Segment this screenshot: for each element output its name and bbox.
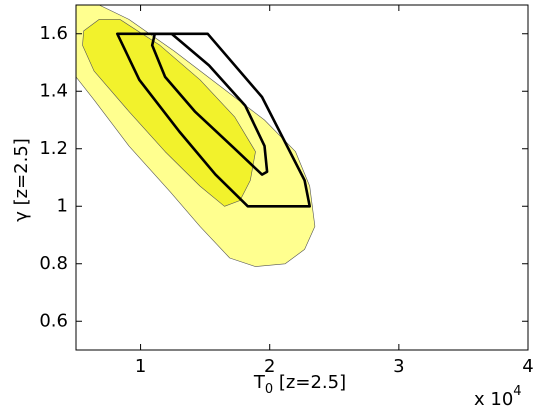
contour-line [150, 32, 269, 176]
x-multiplier-exponent: 4 [513, 384, 521, 399]
y-tick-label: 1.4 [39, 80, 68, 101]
axes-frame [75, 4, 529, 351]
y-tick-label: 0.6 [39, 310, 68, 331]
x-multiplier: x 104 [474, 384, 522, 410]
y-tick-label: 1.6 [39, 23, 68, 44]
y-tick-label: 0.8 [39, 253, 68, 274]
x-axis-label: T0 [z=2.5] [253, 372, 346, 397]
x-tick-label: 4 [522, 356, 533, 377]
y-tick-label: 1 [57, 195, 68, 216]
y-axis-label: γ [z=2.5] [11, 138, 32, 222]
x-label-main: T [253, 372, 266, 393]
x-tick-label: 1 [135, 356, 146, 377]
contour-line [116, 32, 312, 208]
filled-contour [82, 19, 256, 207]
x-tick-label: 2 [264, 356, 275, 377]
y-tick-label: 1.2 [39, 138, 68, 159]
x-tick-label: 3 [393, 356, 404, 377]
x-label-sub: 0 [265, 382, 273, 397]
x-label-rest: [z=2.5] [273, 372, 346, 393]
x-multiplier-base: x 10 [474, 389, 513, 410]
plot-area [76, 5, 316, 267]
